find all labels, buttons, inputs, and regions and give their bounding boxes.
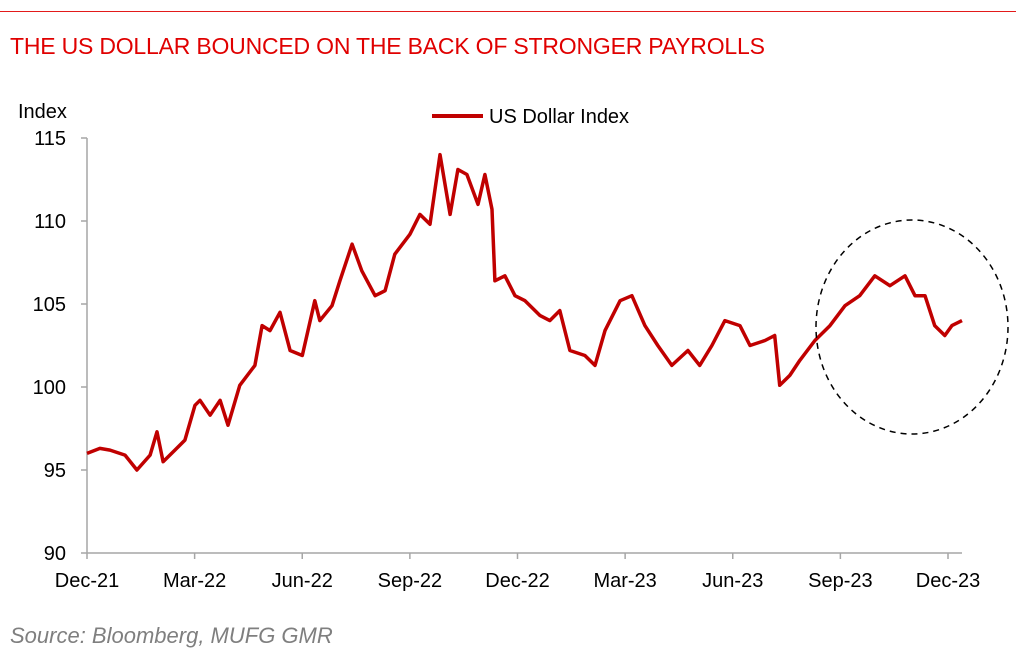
x-tick-label: Dec-21 [55,570,119,592]
x-tick-label: Jun-22 [272,570,333,592]
chart-title: THE US DOLLAR BOUNCED ON THE BACK OF STR… [10,33,765,59]
y-tick-label: 100 [33,377,66,399]
x-tick-label: Sep-22 [378,570,443,592]
y-tick-label: 105 [33,294,66,316]
x-tick-label: Mar-22 [163,570,226,592]
x-tick-label: Dec-23 [916,570,980,592]
top-rule [0,11,1016,12]
y-tick-label: 110 [34,211,66,233]
y-tick-label: 90 [44,543,66,565]
y-tick-label: 95 [44,460,66,482]
source-note: Source: Bloomberg, MUFG GMR [10,623,333,648]
x-tick-label: Jun-23 [702,570,763,592]
y-axis-label: Index [18,101,67,123]
series-line-us-dollar-index [86,152,963,472]
legend-label: US Dollar Index [489,106,629,128]
x-tick-label: Dec-22 [485,570,549,592]
x-tick-label: Mar-23 [593,570,656,592]
x-tick-label: Sep-23 [808,570,873,592]
y-tick-label: 115 [34,128,66,150]
legend: US Dollar Index [432,106,629,128]
highlight-circle [815,219,1009,435]
